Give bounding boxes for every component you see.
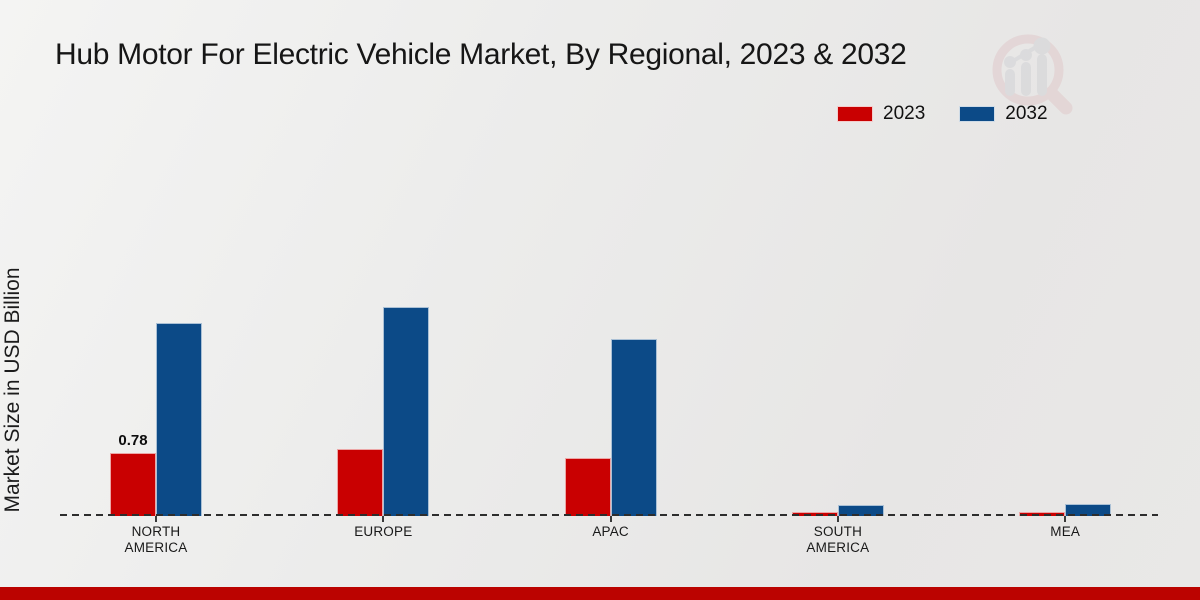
x-tick-europe xyxy=(382,516,385,522)
x-tick-apac xyxy=(609,516,612,522)
x-category-label-mea: MEA xyxy=(1050,524,1081,539)
x-category-label-europe: EUROPE xyxy=(354,524,413,539)
x-category-label-north-america: NORTH AMERICA xyxy=(124,524,188,555)
legend-swatch-2032 xyxy=(959,106,996,122)
bar-2023-europe xyxy=(337,448,384,516)
bar-2032-europe xyxy=(383,306,430,516)
legend-item-2023: 2023 xyxy=(837,103,925,125)
y-axis-label: Market Size in USD Billion xyxy=(1,267,24,513)
bar-2023-south-america xyxy=(791,511,838,516)
x-tick-south-america xyxy=(836,516,839,522)
plot-area: NORTH AMERICA EUROPE APAC SOUTH AMERICA MEA 0… xyxy=(60,100,1158,555)
x-tick-north-america xyxy=(155,516,157,522)
legend: 2023 2032 xyxy=(837,103,1048,125)
legend-swatch-2023 xyxy=(837,106,873,122)
bar-2023-mea xyxy=(1019,511,1066,516)
legend-item-2032: 2032 xyxy=(959,103,1048,125)
footer-stripe xyxy=(0,587,1200,600)
bar-2023-north-america xyxy=(110,452,156,516)
bar-2032-apac xyxy=(610,339,657,516)
chart-title: Hub Motor For Electric Vehicle Market, B… xyxy=(55,38,907,71)
legend-label-2023: 2023 xyxy=(883,103,926,124)
brand-watermark-logo xyxy=(992,34,1073,115)
x-axis-baseline xyxy=(60,514,1158,516)
bar-2032-south-america xyxy=(837,504,884,516)
bar-2032-north-america xyxy=(156,322,202,516)
bar-2032-mea xyxy=(1065,503,1112,516)
x-category-label-apac: APAC xyxy=(592,524,629,539)
bar-2023-apac xyxy=(564,457,611,516)
x-category-label-south-america: SOUTH AMERICA xyxy=(806,524,870,555)
bar-value-label-north-america: 0.78 xyxy=(118,431,148,449)
x-tick-mea xyxy=(1064,516,1067,522)
legend-label-2032: 2032 xyxy=(1005,103,1048,124)
